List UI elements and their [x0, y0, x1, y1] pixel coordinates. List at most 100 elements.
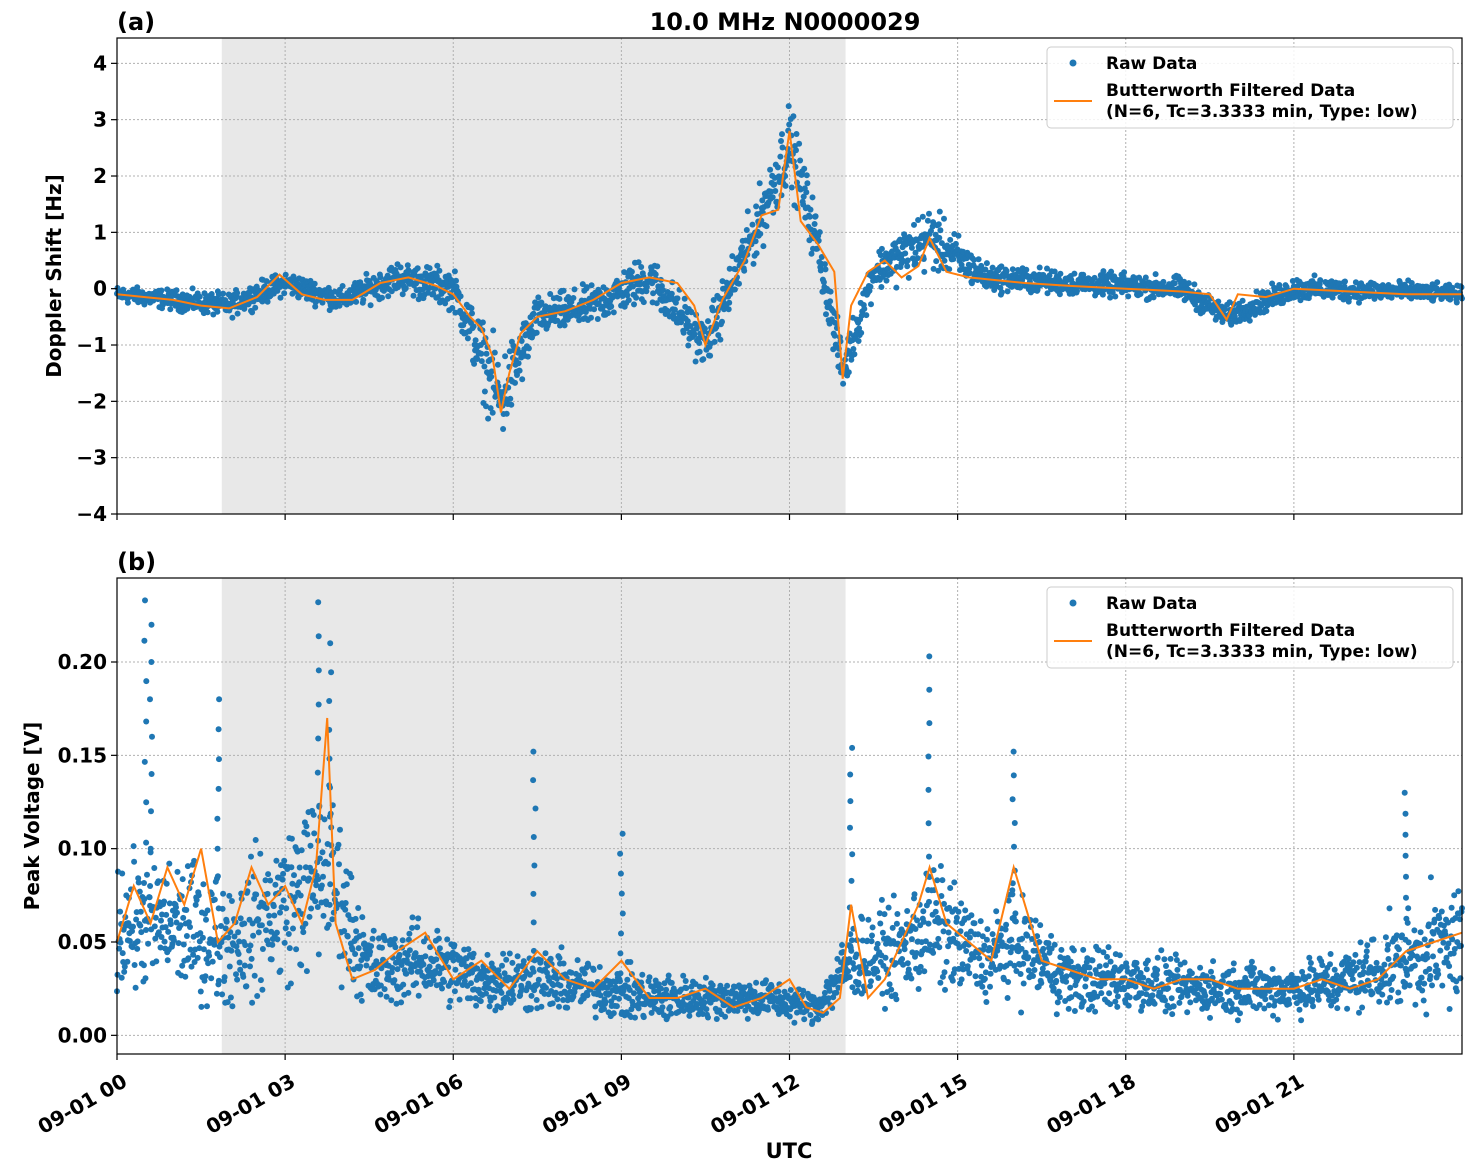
panel-b-raw-point: [325, 860, 332, 867]
panel-a-raw-point: [929, 223, 936, 230]
panel-a-raw-point: [277, 294, 284, 301]
panel-b-raw-point: [307, 842, 314, 849]
panel-b-raw-point: [533, 997, 540, 1003]
panel-b-raw-point: [206, 952, 213, 959]
panel-b-raw-point: [157, 944, 164, 951]
panel-b-raw-point: [951, 879, 958, 886]
panel-a-raw-point: [249, 309, 256, 316]
panel-b-raw-point: [987, 970, 994, 977]
panel-b-raw-point: [306, 875, 312, 882]
panel-a-raw-point: [405, 267, 412, 274]
panel-a-raw-point: [786, 121, 793, 128]
panel-a-raw-point: [1171, 280, 1178, 287]
panel-a-raw-point: [1100, 268, 1107, 275]
panel-a-raw-point: [893, 284, 900, 291]
panel-b-raw-point: [1172, 951, 1179, 958]
panel-b-raw-point: [1269, 966, 1276, 972]
panel-b-raw-point: [528, 1005, 534, 1012]
panel-a-raw-point: [489, 409, 496, 416]
panel-a-raw-point: [1283, 283, 1290, 290]
panel-b-raw-point: [547, 955, 554, 962]
panel-b-raw-point: [1274, 1016, 1281, 1023]
panel-a-raw-point: [897, 236, 903, 243]
panel-b-raw-point: [879, 929, 886, 936]
panel-b-raw-point: [886, 981, 893, 988]
panel-a-raw-point: [1342, 278, 1348, 285]
panel-b-raw-point: [310, 811, 317, 818]
panel-b-raw-point: [121, 968, 128, 975]
panel-a-raw-point: [588, 314, 594, 321]
panel-b-raw-point: [665, 972, 672, 979]
panel-b-raw-point: [170, 937, 177, 944]
panel-b-raw-point: [248, 955, 255, 962]
panel-a-raw-point: [1194, 297, 1201, 304]
panel-b-raw-point: [1092, 1008, 1099, 1015]
panel-b-raw-point: [254, 993, 261, 999]
panel-b-raw-point: [667, 1004, 674, 1010]
panel-b-raw-point: [940, 928, 947, 935]
panel-a-raw-point: [681, 295, 688, 302]
panel-a-raw-point: [516, 367, 523, 374]
panel-a-legend-filtered-label-2: (N=6, Tc=3.3333 min, Type: low): [1106, 102, 1418, 122]
panel-b-raw-point: [219, 991, 226, 998]
panel-b-raw-point: [166, 900, 173, 907]
panel-a-raw-point: [958, 261, 965, 268]
panel-b-raw-point: [624, 976, 631, 983]
panel-a-raw-point: [935, 267, 942, 274]
panel-b-raw-point: [701, 999, 708, 1006]
panel-b-raw-point: [1004, 995, 1011, 1001]
panel-a-raw-point: [481, 388, 488, 395]
panel-a-raw-point: [1329, 294, 1336, 301]
panel-b-raw-point: [486, 1003, 493, 1010]
panel-b-raw-point: [191, 959, 198, 965]
panel-a-raw-point: [738, 249, 745, 256]
panel-b-raw-point: [1056, 994, 1063, 1001]
panel-b-raw-point: [826, 987, 833, 994]
panel-b-raw-point: [875, 975, 882, 981]
panel-b-raw-point: [451, 942, 458, 948]
panel-b-raw-point: [1298, 1017, 1305, 1024]
panel-b-raw-point: [124, 958, 131, 965]
panel-b-raw-point: [267, 877, 274, 884]
panel-b-raw-point: [135, 879, 142, 886]
panel-b-raw-point: [204, 1003, 210, 1010]
panel-a-raw-point: [878, 245, 885, 252]
panel-a-raw-point: [653, 300, 660, 307]
panel-b-raw-point: [451, 988, 458, 995]
panel-a-raw-point: [919, 243, 926, 250]
panel-a-raw-point: [1120, 274, 1127, 281]
panel-a-raw-point: [877, 252, 884, 259]
panel-b-raw-point: [865, 916, 872, 923]
panel-a-raw-point: [1071, 270, 1078, 277]
panel-b-raw-point: [584, 992, 591, 999]
panel-a-raw-point: [478, 350, 485, 357]
panel-a-raw-point: [605, 310, 612, 317]
panel-a-raw-point: [935, 221, 942, 228]
panel-b-raw-point: [1149, 992, 1156, 999]
panel-a-raw-point: [936, 208, 943, 215]
panel-b-raw-point: [869, 932, 875, 939]
panel-b-raw-point: [435, 935, 442, 942]
panel-b-raw-point: [1266, 1002, 1272, 1009]
panel-a-raw-point: [983, 260, 990, 267]
panel-b-raw-point: [1112, 998, 1119, 1005]
panel-b-raw-point: [439, 985, 445, 992]
panel-a-raw-point: [731, 286, 738, 293]
panel-a-raw-point: [736, 280, 742, 287]
panel-b-raw-point: [542, 950, 549, 957]
panel-a-raw-point: [753, 203, 760, 210]
panel-a-raw-point: [914, 255, 921, 262]
panel-b-raw-point: [226, 963, 233, 970]
panel-a-ytick-label: −2: [76, 389, 107, 413]
panel-b-raw-point: [117, 939, 124, 946]
panel-a-raw-point: [797, 157, 804, 164]
panel-b-raw-point: [801, 1016, 808, 1023]
panel-b-raw-point: [141, 896, 148, 902]
panel-b-raw-point: [343, 881, 350, 888]
panel-a-raw-point: [788, 184, 795, 191]
panel-b-raw-point: [280, 870, 287, 877]
panel-b-raw-point: [277, 909, 283, 916]
panel-a-raw-point: [404, 262, 411, 269]
panel-a-raw-point: [878, 284, 885, 290]
